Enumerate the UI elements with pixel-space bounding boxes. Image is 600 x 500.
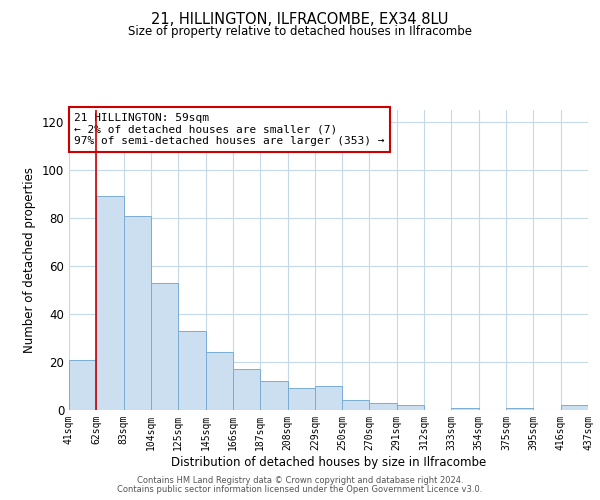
Y-axis label: Number of detached properties: Number of detached properties: [23, 167, 36, 353]
Bar: [315, 386, 342, 410]
Bar: [506, 408, 533, 410]
Text: 21 HILLINGTON: 59sqm
← 2% of detached houses are smaller (7)
97% of semi-detache: 21 HILLINGTON: 59sqm ← 2% of detached ho…: [74, 113, 385, 146]
Bar: [97, 196, 124, 410]
Bar: [260, 381, 287, 410]
Bar: [233, 369, 260, 410]
Bar: [206, 352, 233, 410]
Bar: [124, 216, 151, 410]
Bar: [370, 403, 397, 410]
Text: Contains public sector information licensed under the Open Government Licence v3: Contains public sector information licen…: [118, 485, 482, 494]
Text: 21, HILLINGTON, ILFRACOMBE, EX34 8LU: 21, HILLINGTON, ILFRACOMBE, EX34 8LU: [151, 12, 449, 28]
Bar: [451, 408, 479, 410]
Bar: [342, 400, 370, 410]
Bar: [151, 283, 178, 410]
Bar: [69, 360, 97, 410]
Bar: [287, 388, 315, 410]
Bar: [397, 405, 424, 410]
Text: Contains HM Land Registry data © Crown copyright and database right 2024.: Contains HM Land Registry data © Crown c…: [137, 476, 463, 485]
Bar: [560, 405, 588, 410]
Text: Size of property relative to detached houses in Ilfracombe: Size of property relative to detached ho…: [128, 25, 472, 38]
X-axis label: Distribution of detached houses by size in Ilfracombe: Distribution of detached houses by size …: [171, 456, 486, 468]
Bar: [178, 331, 206, 410]
